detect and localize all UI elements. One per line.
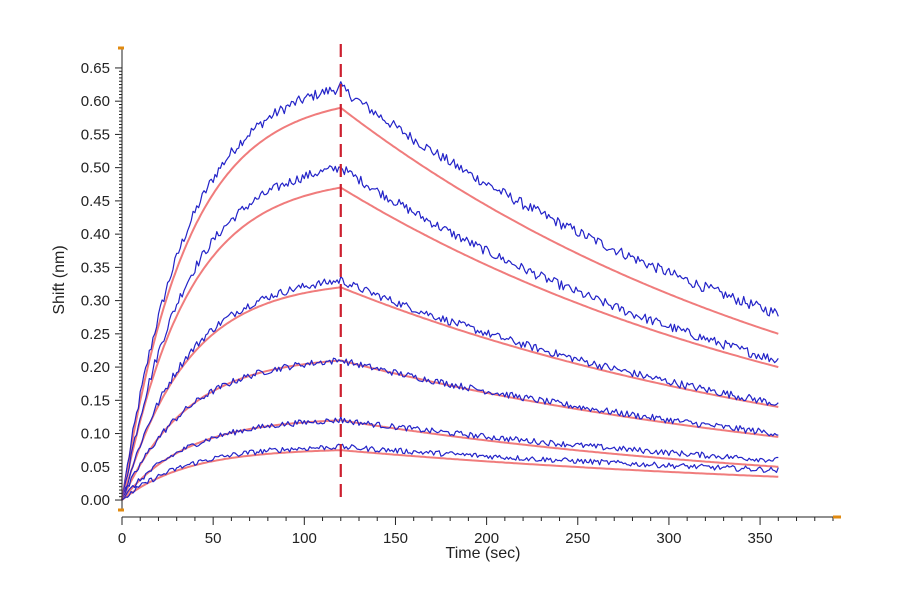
fit-curve [121,359,779,501]
fit-curve [121,449,779,501]
x-tick-label: 250 [565,530,590,547]
y-tick-label: 0.45 [81,193,110,210]
y-tick-label: 0.25 [81,326,110,343]
data-curve [121,443,779,501]
y-tick-label: 0.55 [81,126,110,143]
y-tick-label: 0.50 [81,160,110,177]
y-tick-label: 0.35 [81,259,110,276]
fit-curve [121,286,779,501]
y-tick-label: 0.40 [81,226,110,243]
x-tick-label: 0 [118,530,126,547]
series-layer [121,44,779,501]
x-axis-title: Time (sec) [446,545,521,562]
y-tick-label: 0.60 [81,93,110,110]
data-curve [121,81,779,501]
x-tick-label: 100 [292,530,317,547]
y-tick-label: 0.10 [81,426,110,443]
y-tick-label: 0.15 [81,392,110,409]
x-tick-label: 350 [748,530,773,547]
data-curve [121,416,779,501]
x-tick-label: 300 [656,530,681,547]
x-tick-label: 200 [474,530,499,547]
x-tick-label: 150 [383,530,408,547]
fit-curve [121,106,779,501]
y-tick-label: 0.00 [81,492,110,509]
y-axis-title: Shift (nm) [51,245,68,314]
data-curve [121,165,779,501]
x-tick-label: 50 [205,530,222,547]
y-tick-label: 0.30 [81,293,110,310]
fit-curve [121,186,779,501]
y-tick-label: 0.65 [81,60,110,77]
y-tick-label: 0.05 [81,459,110,476]
data-curve [121,357,779,501]
y-tick-label: 0.20 [81,359,110,376]
axis-layer: 0.00 0.05 0.10 0.15 0.20 0.25 0.30 0.35 0.40 0.45… [81,46,841,547]
data-curve [121,276,779,501]
